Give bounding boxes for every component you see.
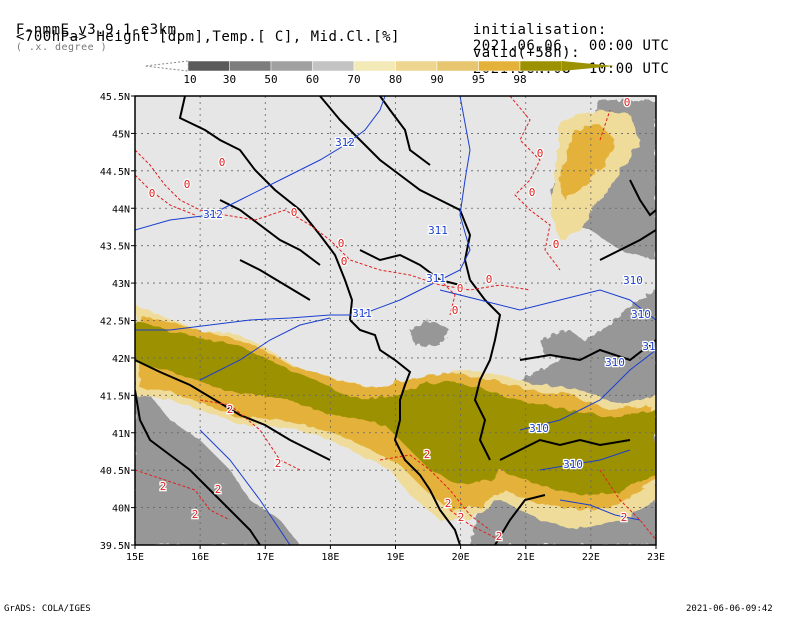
lat-label: 45.5N xyxy=(100,92,130,103)
height-contour-label: 31 xyxy=(642,340,655,353)
legend-level-label: 60 xyxy=(306,73,319,86)
temperature-contour-label: 2 xyxy=(275,457,282,470)
temperature-contour-label: 2 xyxy=(445,497,452,510)
field-description: <700hPa> Height [dpm],Temp.[ C], Mid.Cl.… xyxy=(16,29,400,45)
height-contour-label: 311 xyxy=(426,272,446,285)
lat-label: 44N xyxy=(112,204,130,215)
legend-level-label: 70 xyxy=(347,73,360,86)
temperature-contour-label: 0 xyxy=(219,156,226,169)
temperature-contour-label: 0 xyxy=(486,273,493,286)
lat-label: 43.5N xyxy=(100,242,130,253)
lon-label: 21E xyxy=(517,552,535,563)
temperature-contour-label: 2 xyxy=(160,480,167,493)
legend-level-label: 10 xyxy=(183,73,196,86)
init-value: 2021.06.06. 00:00 UTC xyxy=(472,38,670,54)
height-contour-label: 310 xyxy=(529,422,549,435)
temperature-contour-label: 2 xyxy=(496,530,503,543)
init-label: initialisation: xyxy=(472,22,607,38)
temperature-contour-label: 0 xyxy=(149,187,156,200)
height-contour-label: 310 xyxy=(623,274,643,287)
contour-labels: 3123123113113113103103103103103100000000… xyxy=(147,95,656,545)
lat-label: 44.5N xyxy=(100,167,130,178)
temperature-contour-label: 2 xyxy=(192,508,199,521)
height-contour-label: 310 xyxy=(605,356,625,369)
lon-label: 16E xyxy=(191,552,209,563)
valid-label: valid(+58h): xyxy=(472,45,581,61)
units-hint: ( .x. degree ) xyxy=(15,42,108,53)
temperature-contour-label: 2 xyxy=(621,511,628,524)
temperature-contour-label: 0 xyxy=(184,178,191,191)
lon-label: 18E xyxy=(321,552,339,563)
color-legend: 10 30 50 60 70 80 90 95 98 xyxy=(144,60,615,86)
legend-level-label: 95 xyxy=(472,73,485,86)
lat-label: 41.5N xyxy=(100,391,130,402)
init-line: initialisation: 2021.06.06. 00:00 UTC xyxy=(455,6,669,54)
temperature-contour-label: 0 xyxy=(341,255,348,268)
temperature-contour-label: 0 xyxy=(529,186,536,199)
temperature-contour-label: 2 xyxy=(215,483,222,496)
height-contour-label: 311 xyxy=(428,224,448,237)
lat-label: 40.5N xyxy=(100,466,130,477)
temperature-contour-label: 0 xyxy=(291,206,298,219)
footer-left: GrADS: COLA/IGES xyxy=(4,604,91,614)
legend-level-label: 90 xyxy=(430,73,443,86)
lon-label: 19E xyxy=(386,552,404,563)
legend-level-label: 30 xyxy=(223,73,236,86)
footer-right: 2021-06-06-09:42 xyxy=(686,604,773,614)
temperature-contour-label: 0 xyxy=(624,96,631,109)
legend-level-label: 80 xyxy=(389,73,402,86)
temperature-contour-label: 0 xyxy=(457,282,464,295)
model-title: F-nmmE_v3.9.1-e3km ( .x. degree ) xyxy=(0,6,177,54)
axis-labels: 45.5N 45N 44.5N 44N 43.5N 43N 42.5N 42N 41.5N 41N… xyxy=(100,92,665,563)
temperature-contour-label: 2 xyxy=(424,448,431,461)
height-contour-label: 311 xyxy=(352,307,372,320)
lon-label: 23E xyxy=(647,552,665,563)
legend-level-label: 98 xyxy=(513,73,526,86)
temperature-contour-label: 0 xyxy=(338,237,345,250)
lat-label: 43N xyxy=(112,279,130,290)
temperature-contour-label: 0 xyxy=(452,304,459,317)
lat-label: 39.5N xyxy=(100,541,130,552)
height-contour-label: 312 xyxy=(203,208,223,221)
height-contour-label: 310 xyxy=(631,308,651,321)
lat-label: 42.5N xyxy=(100,317,130,328)
height-contour-label: 310 xyxy=(563,458,583,471)
lat-label: 45N xyxy=(112,129,130,140)
height-contour-label: 312 xyxy=(335,136,355,149)
lon-label: 17E xyxy=(256,552,274,563)
temperature-contour-label: 2 xyxy=(227,403,234,416)
legend-high-arrow xyxy=(561,61,615,71)
lon-label: 20E xyxy=(452,552,470,563)
lat-label: 41N xyxy=(112,429,130,440)
height-contours xyxy=(135,96,656,545)
legend-level-label: 50 xyxy=(264,73,277,86)
model-name: F-nmmE_v3.9.1-e3km xyxy=(15,22,177,38)
legend-low-arrow xyxy=(144,60,189,72)
temperature-contour-label: 0 xyxy=(537,147,544,160)
temperature-contour-label: 0 xyxy=(553,238,560,251)
temperature-contours xyxy=(135,96,656,541)
lon-label: 22E xyxy=(582,552,600,563)
temperature-contour-label: 2 xyxy=(458,511,465,524)
lon-label: 15E xyxy=(126,552,144,563)
lat-label: 42N xyxy=(112,354,130,365)
lat-label: 40N xyxy=(112,504,130,515)
